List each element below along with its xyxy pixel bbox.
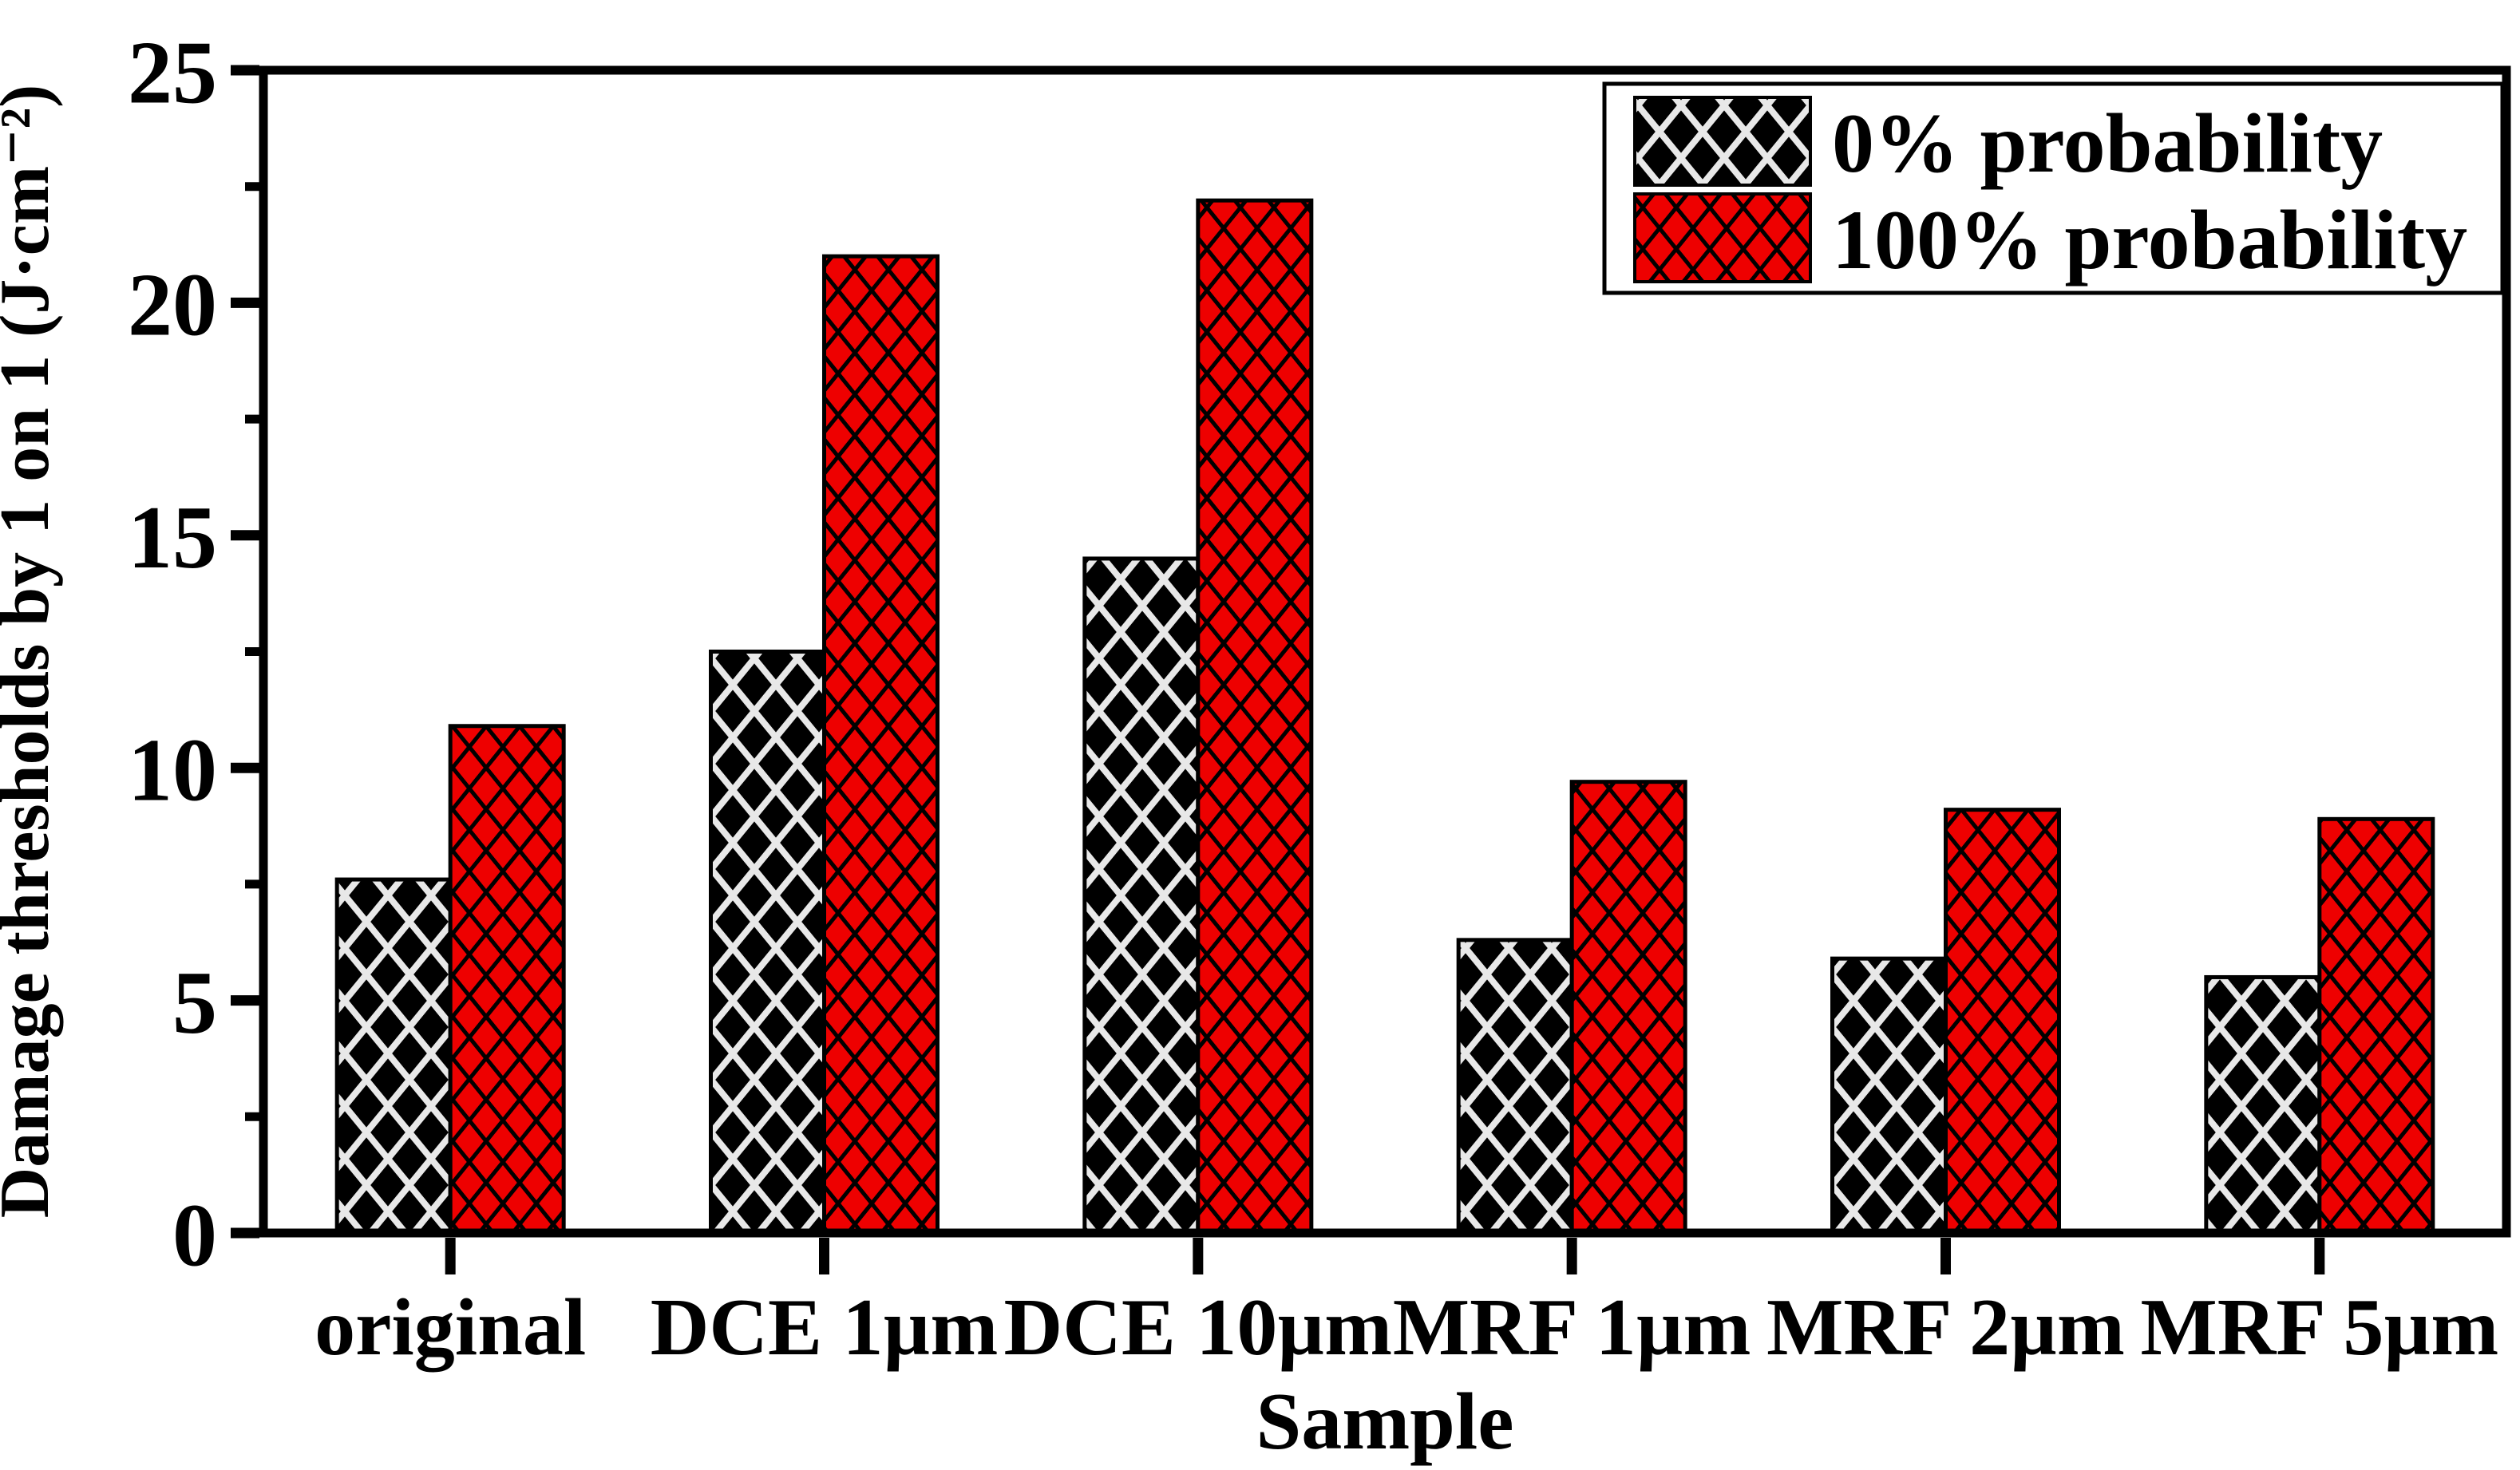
bar-mrf-2-m-100-probability bbox=[1944, 808, 2061, 1235]
bar-dce-1-m-100-probability bbox=[822, 254, 940, 1235]
y-tick-label: 20 bbox=[128, 256, 217, 355]
legend-label-0-probability: 0% probability bbox=[1832, 97, 2383, 190]
bar-original-100-probability bbox=[448, 724, 566, 1235]
bar-mrf-5-m-100-probability bbox=[2317, 816, 2435, 1235]
y-tick-label: 0 bbox=[172, 1186, 217, 1285]
y-tick-label: 10 bbox=[128, 721, 217, 820]
tick-labels-group: 0 5 10 15 20 25 original DCE 1µm DCE 10µm MRF 1µm… bbox=[128, 23, 2498, 1373]
x-axis-title: Sample bbox=[1256, 1377, 1513, 1467]
x-tick-label-original: original bbox=[315, 1282, 586, 1373]
x-tick-label-dce-1-m: DCE 1µm bbox=[651, 1282, 999, 1373]
bar-original-0-probability bbox=[334, 877, 453, 1235]
x-tick-label-mrf-5-m: MRF 5µm bbox=[2140, 1282, 2498, 1373]
x-tick-label-mrf-2-m: MRF 2µm bbox=[1766, 1282, 2125, 1373]
bar-mrf-2-m-0-probability bbox=[1830, 956, 1948, 1235]
bar-mrf-5-m-0-probability bbox=[2204, 974, 2322, 1235]
bar-mrf-1-m-100-probability bbox=[1569, 780, 1687, 1235]
bar-dce-1-m-0-probability bbox=[709, 650, 826, 1235]
bars-group bbox=[334, 198, 2435, 1235]
y-tick-label: 5 bbox=[172, 954, 217, 1053]
axes-group bbox=[231, 65, 2511, 1274]
bar-dce-10-m-0-probability bbox=[1082, 556, 1201, 1235]
x-tick-label-mrf-1-m: MRF 1µm bbox=[1393, 1282, 1751, 1373]
x-tick-label-dce-10-m: DCE 10µm bbox=[1004, 1282, 1393, 1373]
plot-border bbox=[259, 65, 2511, 1238]
y-axis-title: Damage thresholds by 1 on 1 (J·cm⁻²) bbox=[0, 85, 64, 1219]
bar-mrf-1-m-0-probability bbox=[1456, 938, 1574, 1235]
y-tick-label: 15 bbox=[128, 488, 217, 587]
legend-label-100-probability: 100% probability bbox=[1832, 193, 2467, 286]
legend-swatch-0-probability bbox=[1633, 96, 1812, 187]
bar-dce-10-m-100-probability bbox=[1196, 198, 1314, 1235]
legend-swatch-100-probability bbox=[1633, 192, 1812, 283]
y-tick-label: 25 bbox=[128, 23, 217, 122]
